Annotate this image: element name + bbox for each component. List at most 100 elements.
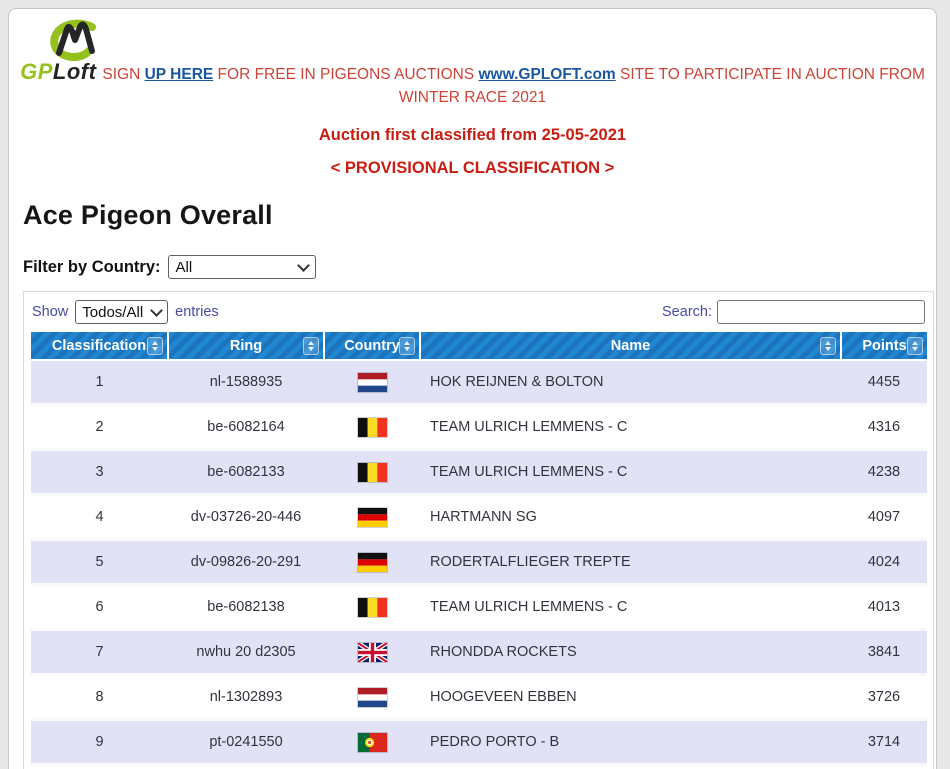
banner-text: SIGN UP HERE FOR FREE IN PIGEONS AUCTION… — [102, 66, 925, 106]
cell-classification: 1 — [31, 360, 168, 406]
cell-name: RODERTALFLIEGER TREPTE — [420, 539, 841, 586]
cell-country — [324, 764, 420, 769]
chevron-down-icon — [150, 304, 164, 317]
country-filter-value: All — [175, 258, 193, 276]
cell-ring: nl-1588935 — [168, 360, 324, 406]
datatable-topbar: Show Todos/All entries Search: — [31, 298, 926, 332]
cell-points: 3689 — [841, 764, 927, 769]
cell-classification: 10 — [31, 764, 168, 769]
cell-classification: 7 — [31, 629, 168, 676]
table-header-row: Classification Ring Country Name Points — [31, 332, 927, 361]
cell-ring: pt-0241550 — [168, 719, 324, 766]
sort-icon[interactable] — [399, 336, 415, 355]
column-header-name[interactable]: Name — [419, 332, 841, 361]
cell-classification: 5 — [31, 539, 168, 586]
table-row: 9 pt-0241550 PEDRO PORTO - B 3714 — [31, 719, 927, 766]
sort-icon[interactable] — [907, 336, 923, 355]
cell-country — [324, 449, 420, 496]
cell-points: 4024 — [841, 539, 927, 586]
cell-country — [324, 404, 420, 451]
table-row: 1 nl-1588935 HOK REIJNEN & BOLTON 4455 — [31, 360, 927, 406]
classification-table: Classification Ring Country Name Points … — [31, 332, 927, 769]
cell-ring: nl-1302893 — [168, 674, 324, 721]
sort-icon[interactable] — [820, 336, 836, 355]
column-header-points[interactable]: Points — [840, 332, 927, 361]
table-body: 1 nl-1588935 HOK REIJNEN & BOLTON 4455 2… — [31, 360, 927, 769]
cell-country — [324, 494, 420, 541]
cell-name: HOK REIJNEN & BOLTON — [420, 360, 841, 406]
cell-points: 4316 — [841, 404, 927, 451]
nl-flag-icon — [357, 372, 387, 392]
cell-points: 4097 — [841, 494, 927, 541]
entries-label: entries — [175, 304, 219, 320]
logo-text: GPLoft — [20, 59, 97, 84]
cell-classification: 8 — [31, 674, 168, 721]
table-row: 3 be-6082133 TEAM ULRICH LEMMENS - C 423… — [31, 449, 927, 496]
table-row: 2 be-6082164 TEAM ULRICH LEMMENS - C 431… — [31, 404, 927, 451]
cell-country — [324, 674, 420, 721]
gploft-logo[interactable]: GPLoft — [20, 19, 97, 86]
page-length-select[interactable]: Todos/All — [75, 300, 169, 324]
auction-date-line: Auction first classified from 25-05-2021 — [318, 126, 627, 144]
table-row: 5 dv-09826-20-291 RODERTALFLIEGER TREPTE… — [31, 539, 927, 586]
gb-flag-icon — [357, 642, 387, 662]
cell-ring: dv-09826-20-291 — [168, 539, 324, 586]
de-flag-icon — [357, 552, 387, 572]
cell-points: 4455 — [841, 360, 927, 406]
cell-points: 4013 — [841, 584, 927, 631]
pt-flag-icon — [357, 732, 387, 752]
country-filter-select[interactable]: All — [167, 255, 316, 279]
cell-ring: dv-05187-20-168 — [168, 764, 324, 769]
cell-points: 4238 — [841, 449, 927, 496]
gploft-site-link[interactable]: www.GPLOFT.com — [478, 66, 616, 83]
cell-ring: nwhu 20 d2305 — [168, 629, 324, 676]
cell-country — [324, 719, 420, 766]
de-flag-icon — [357, 507, 387, 527]
be-flag-icon — [357, 462, 387, 482]
column-header-country[interactable]: Country — [323, 332, 420, 361]
filter-label: Filter by Country: — [23, 257, 161, 276]
cell-name: HOOGEVEEN EBBEN — [420, 674, 841, 721]
cell-points: 3841 — [841, 629, 927, 676]
show-label: Show — [32, 304, 69, 320]
sort-icon[interactable] — [303, 336, 319, 355]
table-row: 10 dv-05187-20-168 WINGS 2 WIN - B 3689 — [31, 764, 927, 769]
cell-country — [324, 584, 420, 631]
cell-classification: 4 — [31, 494, 168, 541]
column-header-ring[interactable]: Ring — [167, 332, 324, 361]
cell-ring: be-6082164 — [168, 404, 324, 451]
cell-name: HARTMANN SG — [420, 494, 841, 541]
cell-classification: 6 — [31, 584, 168, 631]
cell-classification: 3 — [31, 449, 168, 496]
provisional-classification-line: < PROVISIONAL CLASSIFICATION > — [330, 159, 615, 177]
cell-classification: 2 — [31, 404, 168, 451]
sign-up-link[interactable]: UP HERE — [144, 66, 214, 83]
cell-name: PEDRO PORTO - B — [420, 719, 841, 766]
cell-ring: be-6082138 — [168, 584, 324, 631]
be-flag-icon — [357, 597, 387, 617]
column-header-classification[interactable]: Classification — [31, 332, 168, 361]
cell-ring: be-6082133 — [168, 449, 324, 496]
cell-points: 3714 — [841, 719, 927, 766]
cell-country — [324, 360, 420, 406]
be-flag-icon — [357, 417, 387, 437]
cell-name: RHONDDA ROCKETS — [420, 629, 841, 676]
page-title: Ace Pigeon Overall — [23, 200, 273, 230]
cell-name: TEAM ULRICH LEMMENS - C — [420, 449, 841, 496]
table-row: 7 nwhu 20 d2305 RHONDDA ROCKETS 3841 — [31, 629, 927, 676]
page-length-value: Todos/All — [82, 303, 144, 321]
sort-icon[interactable] — [147, 336, 163, 355]
search-input[interactable] — [717, 300, 925, 324]
cell-name: TEAM ULRICH LEMMENS - C — [420, 404, 841, 451]
table-row: 6 be-6082138 TEAM ULRICH LEMMENS - C 401… — [31, 584, 927, 631]
search-label: Search: — [662, 304, 712, 320]
cell-points: 3726 — [841, 674, 927, 721]
cell-name: WINGS 2 WIN - B — [420, 764, 841, 769]
search-control: Search: — [662, 300, 925, 324]
content-container: GPLoft SIGN UP HERE FOR FREE IN PIGEONS … — [8, 8, 937, 769]
nl-flag-icon — [357, 687, 387, 707]
table-row: 8 nl-1302893 HOOGEVEEN EBBEN 3726 — [31, 674, 927, 721]
table-row: 4 dv-03726-20-446 HARTMANN SG 4097 — [31, 494, 927, 541]
cell-country — [324, 539, 420, 586]
